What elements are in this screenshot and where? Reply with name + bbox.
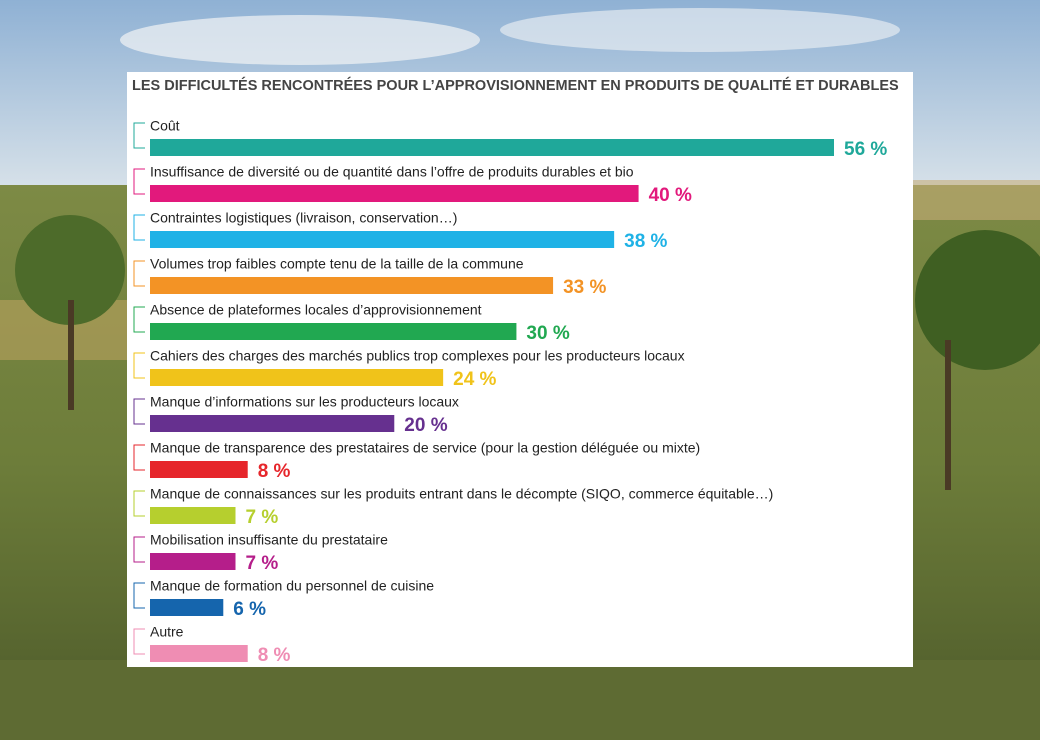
bar <box>150 415 395 432</box>
bar <box>150 599 224 616</box>
value-label: 24 % <box>453 369 496 390</box>
category-label: Cahiers des charges des marchés publics … <box>150 348 685 364</box>
bracket <box>133 582 145 609</box>
value-label: 33 % <box>563 277 606 298</box>
category-label: Manque de transparence des prestataires … <box>150 440 700 456</box>
bar <box>150 323 517 340</box>
bar <box>150 139 834 156</box>
category-label: Manque de formation du personnel de cuis… <box>150 578 434 594</box>
value-label: 56 % <box>844 139 887 160</box>
category-label: Contraintes logistiques (livraison, cons… <box>150 210 457 226</box>
category-label: Manque d’informations sur les producteur… <box>150 394 459 410</box>
category-label: Coût <box>150 118 180 134</box>
bracket <box>133 536 145 563</box>
bar <box>150 507 236 524</box>
bracket <box>133 352 145 379</box>
value-label: 7 % <box>246 553 279 574</box>
bar <box>150 185 639 202</box>
category-label: Autre <box>150 624 184 640</box>
value-label: 8 % <box>258 645 291 666</box>
value-label: 40 % <box>649 185 692 206</box>
value-label: 6 % <box>233 599 266 620</box>
value-label: 30 % <box>526 323 569 344</box>
value-label: 38 % <box>624 231 667 252</box>
value-label: 7 % <box>246 507 279 528</box>
bracket <box>133 398 145 425</box>
chart-title: LES DIFFICULTÉS RENCONTRÉES POUR L’APPRO… <box>132 77 899 94</box>
bracket <box>133 628 145 655</box>
bracket <box>133 490 145 517</box>
bracket <box>133 122 145 149</box>
bar <box>150 461 248 478</box>
bar <box>150 553 236 570</box>
category-label: Volumes trop faibles compte tenu de la t… <box>150 256 524 272</box>
category-label: Manque de connaissances sur les produits… <box>150 486 773 502</box>
bar <box>150 231 615 248</box>
bar <box>150 369 444 386</box>
bracket <box>133 214 145 241</box>
category-label: Absence de plateformes locales d’approvi… <box>150 302 482 318</box>
bracket <box>133 168 145 195</box>
bracket <box>133 306 145 333</box>
bar <box>150 645 248 662</box>
category-label: Insuffisance de diversité ou de quantité… <box>150 164 634 180</box>
bracket <box>133 444 145 471</box>
category-label: Mobilisation insuffisante du prestataire <box>150 532 388 548</box>
value-label: 8 % <box>258 461 291 482</box>
bar <box>150 277 554 294</box>
bracket <box>133 260 145 287</box>
value-label: 20 % <box>404 415 447 436</box>
